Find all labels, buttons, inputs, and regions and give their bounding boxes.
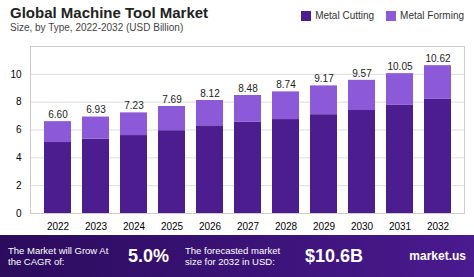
svg-text:7.23: 7.23 [124, 100, 144, 111]
svg-text:2026: 2026 [199, 221, 222, 232]
svg-text:10.05: 10.05 [387, 61, 412, 72]
svg-text:6.60: 6.60 [48, 109, 68, 120]
html-text:Size, by Type, 2022-2032 (USD: Size, by Type, 2022-2032 (USD Billion) [10, 22, 184, 33]
svg-text:8.48: 8.48 [238, 83, 258, 94]
svg-text:7.69: 7.69 [162, 94, 182, 105]
html-text:$10.6B: $10.6B [305, 245, 364, 266]
html-text:The forecasted market size for: The forecasted market size for 2032 in U… [185, 245, 281, 267]
html-text:market.us: market.us [409, 249, 466, 263]
svg-text:8: 8 [16, 96, 22, 107]
svg-text:2029: 2029 [313, 221, 336, 232]
svg-text:2032: 2032 [427, 221, 450, 232]
svg-text:9.57: 9.57 [352, 68, 372, 79]
svg-text:10.62: 10.62 [425, 53, 450, 64]
svg-text:2030: 2030 [351, 221, 374, 232]
svg-text:9.17: 9.17 [314, 73, 334, 84]
html-text:Global Machine Tool Market: Global Machine Tool Market [10, 4, 209, 21]
svg-text:2025: 2025 [161, 221, 184, 232]
svg-text:2028: 2028 [275, 221, 298, 232]
svg-text:2024: 2024 [123, 221, 146, 232]
svg-text:2: 2 [16, 180, 22, 191]
svg-text:8.74: 8.74 [276, 79, 296, 90]
svg-text:2027: 2027 [237, 221, 260, 232]
html-text:Metal Forming: Metal Forming [400, 10, 464, 21]
svg-text:0: 0 [16, 208, 22, 219]
svg-text:2023: 2023 [85, 221, 108, 232]
svg-text:2031: 2031 [389, 221, 412, 232]
svg-text:6: 6 [16, 124, 22, 135]
html-text:Metal Cutting: Metal Cutting [315, 10, 375, 21]
svg-text:2022: 2022 [47, 221, 70, 232]
svg-text:8.12: 8.12 [200, 88, 220, 99]
svg-text:10: 10 [10, 69, 22, 80]
html-text:5.0%: 5.0% [128, 245, 169, 266]
svg-text:4: 4 [16, 152, 22, 163]
svg-text:6.93: 6.93 [86, 104, 106, 115]
html-text:The Market will Grow At the CA: The Market will Grow At the CAGR of: [8, 245, 109, 267]
